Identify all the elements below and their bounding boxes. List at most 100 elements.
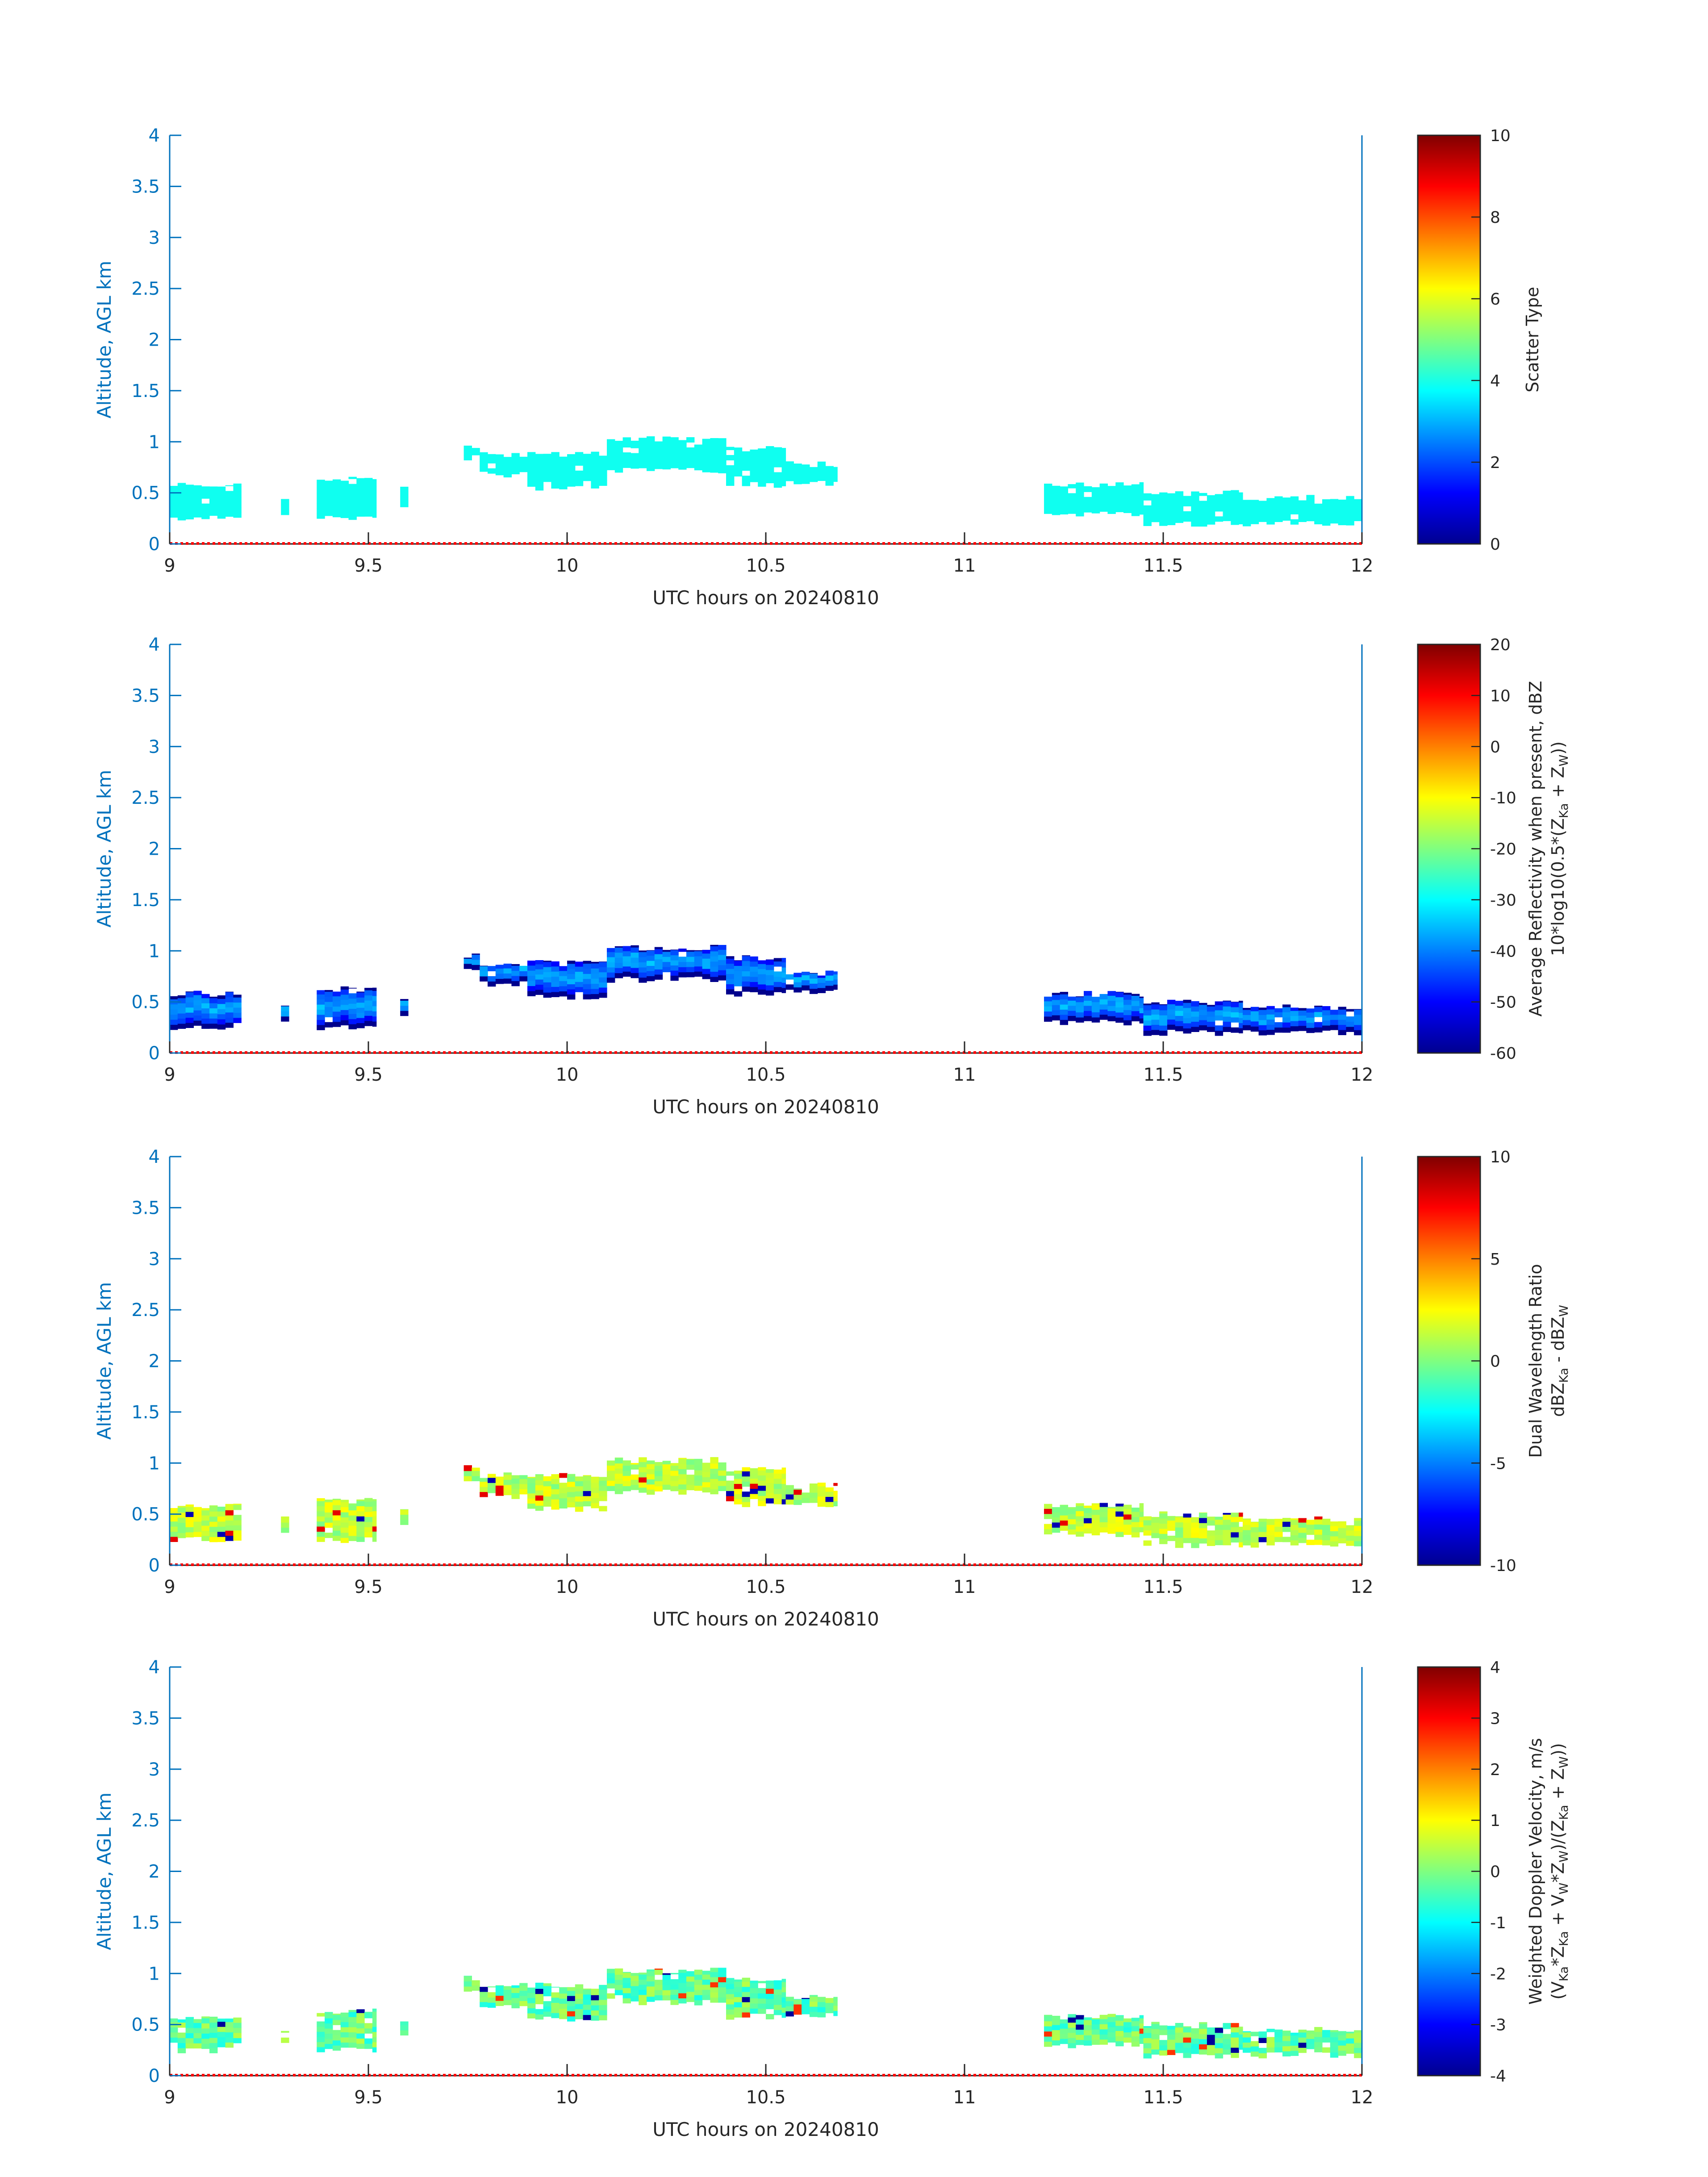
- heatmap-cell: [773, 1980, 782, 1985]
- heatmap-cell: [1207, 1517, 1215, 1521]
- heatmap-cell: [710, 438, 718, 442]
- y-tick-label: 0: [149, 1043, 160, 1064]
- heatmap-cell: [591, 2010, 599, 2016]
- heatmap-cell: [472, 954, 480, 960]
- heatmap-cell: [1199, 2049, 1207, 2055]
- heatmap-cell: [1239, 1526, 1243, 1532]
- heatmap-cell: [599, 455, 607, 460]
- heatmap-cell: [686, 1976, 695, 1982]
- heatmap-cell: [686, 1479, 695, 1485]
- heatmap-cell: [742, 1977, 750, 1982]
- heatmap-cell: [639, 1472, 647, 1478]
- heatmap-cell: [209, 2017, 218, 2018]
- y-tick-label: 1: [149, 432, 160, 452]
- heatmap-cell: [750, 456, 758, 462]
- heatmap-cell: [662, 1469, 671, 1475]
- heatmap-cell: [559, 474, 568, 479]
- heatmap-cell: [480, 466, 488, 472]
- heatmap-cell: [734, 1997, 743, 2002]
- heatmap-cell: [639, 950, 647, 953]
- x-tick-label: 11.5: [1143, 556, 1183, 576]
- heatmap-cell: [1354, 1009, 1362, 1010]
- heatmap-cell: [1199, 1533, 1207, 1538]
- heatmap-cell: [607, 1470, 615, 1476]
- colorbar-tick-label: -1: [1490, 1914, 1506, 1932]
- heatmap-cell: [1223, 1001, 1231, 1007]
- heatmap-cell: [356, 478, 365, 481]
- heatmap-cell: [1068, 493, 1076, 499]
- heatmap-cell: [1167, 2034, 1176, 2040]
- heatmap-cell: [1282, 1027, 1291, 1033]
- heatmap-cell: [702, 1971, 710, 1975]
- x-tick-label: 11: [953, 1065, 976, 1085]
- heatmap-cell: [607, 464, 615, 470]
- heatmap-cell: [1076, 1511, 1084, 1517]
- heatmap-cell: [332, 1530, 341, 1536]
- heatmap-cell: [1266, 1019, 1275, 1025]
- heatmap-cell: [1322, 520, 1331, 526]
- heatmap-cell: [758, 466, 766, 472]
- heatmap-cell: [225, 1017, 234, 1023]
- heatmap-cell: [802, 1998, 810, 2004]
- heatmap-cell: [503, 1479, 512, 1485]
- heatmap-cell: [678, 1489, 687, 1495]
- heatmap-cell: [527, 970, 536, 976]
- heatmap-cell: [1143, 1003, 1152, 1005]
- heatmap-cell: [185, 504, 194, 510]
- heatmap-cell: [575, 1984, 584, 1989]
- heatmap-cell: [225, 1022, 234, 1028]
- heatmap-cell: [1191, 511, 1199, 517]
- x-tick-label: 9.5: [354, 556, 383, 576]
- heatmap-cell: [340, 1538, 349, 1543]
- heatmap-cell: [833, 979, 838, 985]
- heatmap-cell: [511, 1475, 520, 1479]
- heatmap-cell: [1151, 511, 1160, 517]
- heatmap-cell: [809, 1492, 818, 1498]
- heatmap-cell: [1060, 1515, 1068, 1521]
- heatmap-cell: [559, 456, 568, 459]
- heatmap-cell: [317, 1015, 325, 1020]
- heatmap-cell: [372, 2011, 377, 2017]
- y-tick-label: 3.5: [131, 1198, 160, 1218]
- heatmap-cell: [1243, 516, 1251, 522]
- heatmap-cell: [488, 2002, 496, 2008]
- heatmap-cell: [1298, 1532, 1307, 1538]
- heatmap-cell: [340, 1522, 349, 1528]
- heatmap-cell: [1076, 1012, 1084, 1018]
- heatmap-cell: [781, 977, 786, 983]
- heatmap-cell: [209, 2038, 218, 2043]
- heatmap-cell: [758, 1470, 766, 1476]
- heatmap-cell: [1052, 2030, 1061, 2035]
- heatmap-cell: [583, 974, 591, 979]
- heatmap-cell: [591, 1498, 599, 1504]
- heatmap-cell: [185, 1023, 194, 1028]
- heatmap-cell: [1199, 1538, 1207, 1544]
- heatmap-cell: [670, 960, 679, 965]
- heatmap-cell: [1131, 1508, 1140, 1512]
- heatmap-cell: [372, 492, 377, 497]
- heatmap-cell: [631, 1986, 639, 1991]
- heatmap-cell: [1159, 2030, 1168, 2035]
- heatmap-cell: [1258, 1007, 1267, 1010]
- heatmap-cell: [348, 476, 357, 479]
- heatmap-cell: [1052, 494, 1061, 500]
- heatmap-cell: [702, 1984, 710, 1990]
- heatmap-cell: [332, 501, 341, 507]
- heatmap-cell: [742, 460, 750, 466]
- heatmap-cell: [551, 2002, 560, 2008]
- heatmap-cell: [1139, 489, 1144, 494]
- heatmap-cell: [1123, 1529, 1132, 1535]
- y-tick-label: 1.5: [131, 381, 160, 401]
- heatmap-cell: [750, 1478, 758, 1484]
- heatmap-cell: [758, 989, 766, 995]
- heatmap-cell: [543, 1481, 551, 1487]
- heatmap-cell: [654, 1476, 663, 1481]
- heatmap-cell: [193, 1015, 202, 1021]
- heatmap-cell: [766, 1469, 774, 1473]
- heatmap-cell: [1266, 2029, 1275, 2032]
- heatmap-cell: [686, 452, 695, 458]
- heatmap-cell: [1354, 1518, 1362, 1521]
- heatmap-cell: [734, 2002, 743, 2008]
- heatmap-cell: [317, 2027, 325, 2032]
- heatmap-cell: [1159, 1518, 1168, 1524]
